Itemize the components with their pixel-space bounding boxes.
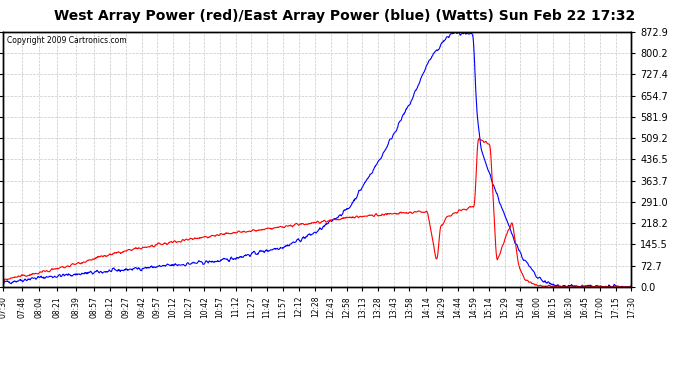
- Text: West Array Power (red)/East Array Power (blue) (Watts) Sun Feb 22 17:32: West Array Power (red)/East Array Power …: [55, 9, 635, 23]
- Text: Copyright 2009 Cartronics.com: Copyright 2009 Cartronics.com: [7, 36, 126, 45]
